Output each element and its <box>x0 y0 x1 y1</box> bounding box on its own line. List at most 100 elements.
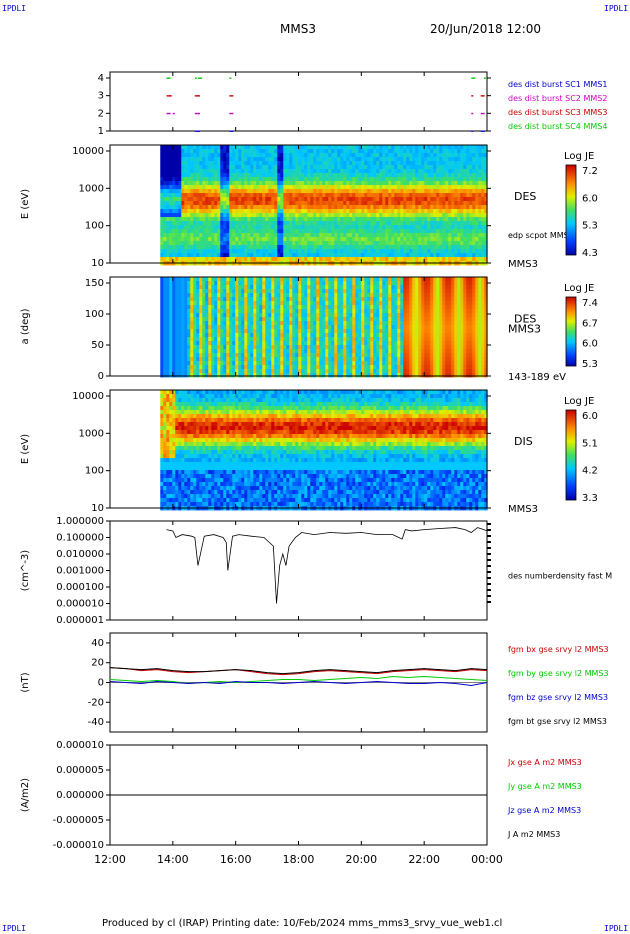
ytick-label-0-3: 1 <box>98 126 104 137</box>
ytick-label-2-1: 100 <box>85 309 104 320</box>
ytick-label-0-1: 3 <box>98 91 104 102</box>
corner-label-bottom-left: IPDLI <box>2 924 27 933</box>
panel-sublabel-des_energy: edp scpot MMS3 <box>508 231 574 240</box>
colorbar-2 <box>565 296 577 367</box>
fgm-ytick-label-4: -40 <box>88 717 104 728</box>
panel-label-des_pitch: DES <box>514 313 536 326</box>
burst-mark-3-1 <box>197 130 200 132</box>
burst-mark-0-3 <box>229 77 232 79</box>
corner-label-bottom-right: IPDLI <box>604 924 629 933</box>
density-ytick-label-2: 0.010000 <box>56 549 104 560</box>
time-tick-label-5: 22:00 <box>408 853 440 866</box>
time-tick-label-0: 12:00 <box>94 853 126 866</box>
y-axis-label-6: (A/m2) <box>20 778 31 812</box>
colorbar-tick-1-1: 6.0 <box>582 193 598 204</box>
time-tick-label-4: 20:00 <box>345 853 377 866</box>
ytick-label-3-2: 100 <box>85 466 104 477</box>
density-ytick-label-3: 0.001000 <box>56 566 104 577</box>
colorbar-tick-2-2: 6.0 <box>582 339 598 350</box>
fgm-series-0 <box>109 667 488 676</box>
y-axis-label-2: a (deg) <box>20 308 31 344</box>
panel-footer-label-dis_energy: MMS3 <box>508 504 538 515</box>
fgm-series-2 <box>109 681 488 686</box>
fgm-legend-0: fgm bx gse srvy l2 MMS3 <box>508 645 609 654</box>
current-ytick-label-4: -0.000010 <box>53 840 104 851</box>
colorbar-tick-1-3: 4.3 <box>582 248 598 259</box>
burst-mark-1-0 <box>166 95 171 97</box>
burst-mark-2-1 <box>172 112 175 115</box>
burst-mark-2-6 <box>480 112 485 115</box>
time-tick-label-1: 14:00 <box>157 853 189 866</box>
density-ytick-label-0: 1.000000 <box>56 516 104 527</box>
colorbar-tick-2-0: 7.4 <box>582 298 598 309</box>
burst-mark-1-6 <box>480 95 485 97</box>
panel-frame-0 <box>109 71 488 132</box>
current-ytick-label-0: 0.000010 <box>56 740 104 751</box>
colorbar-title-3: Log JE <box>564 396 594 407</box>
time-tick-label-3: 18:00 <box>283 853 315 866</box>
footer-credit: Produced by cl (IRAP) Printing date: 10/… <box>102 918 503 929</box>
heatmap-des_pitch <box>160 277 488 378</box>
colorbar-title-1: Log JE <box>564 151 594 162</box>
current-ytick-label-2: 0.000000 <box>56 790 104 801</box>
burst-mark-0-2 <box>197 77 202 79</box>
colorbar-tick-2-1: 6.7 <box>582 318 598 329</box>
burst-mark-1-3 <box>197 95 200 97</box>
ytick-label-2-2: 50 <box>91 340 104 351</box>
density-ytick-label-6: 0.000001 <box>56 615 104 626</box>
ytick-label-1-0: 10000 <box>72 146 104 157</box>
fgm-legend-3: fgm bt gse srvy l2 MMS3 <box>508 717 607 726</box>
colorbar-tick-1-0: 7.2 <box>582 166 598 177</box>
fgm-series-3 <box>109 667 488 675</box>
fgm-ytick-label-1: 20 <box>91 658 104 669</box>
panel-frame-4 <box>109 520 488 621</box>
burst-legend-1: des dist burst SC2 MMS2 <box>508 94 607 103</box>
time-tick-label-6: 00:00 <box>471 853 503 866</box>
density-ytick-label-1: 0.100000 <box>56 533 104 544</box>
burst-mark-3-0 <box>194 130 199 132</box>
fgm-ytick-label-2: 0 <box>98 678 104 689</box>
heatmap-des_energy <box>160 145 488 266</box>
ytick-label-3-0: 10000 <box>72 391 104 402</box>
heatmap-dis_energy <box>160 390 488 511</box>
ytick-label-0-0: 4 <box>98 73 104 84</box>
ytick-label-3-1: 1000 <box>79 428 104 439</box>
colorbar-3 <box>565 409 577 501</box>
date-title: 20/Jun/2018 12:00 <box>430 22 542 36</box>
burst-legend-3: des dist burst SC4 MMS4 <box>508 122 607 131</box>
burst-mark-0-5 <box>483 77 486 79</box>
ytick-label-0-2: 2 <box>98 108 104 119</box>
density-ytick-label-5: 0.000010 <box>56 599 104 610</box>
burst-mark-0-4 <box>471 77 476 79</box>
panel-label-des_energy: DES <box>514 190 536 203</box>
ytick-label-2-3: 0 <box>98 371 104 382</box>
time-tick-label-2: 16:00 <box>220 853 252 866</box>
current-legend-3: J A m2 MMS3 <box>507 830 560 839</box>
ytick-label-2-0: 150 <box>85 278 104 289</box>
panel-footer-label-des_energy: MMS3 <box>508 259 538 270</box>
burst-mark-2-3 <box>197 112 200 115</box>
ytick-label-1-3: 10 <box>91 258 104 269</box>
burst-mark-2-0 <box>166 112 171 115</box>
corner-label-top-right: IPDLI <box>604 4 629 13</box>
mission-title: MMS3 <box>280 22 316 36</box>
burst-mark-1-2 <box>194 95 199 97</box>
colorbar-tick-3-0: 6.0 <box>582 411 598 422</box>
current-legend-0: Jx gse A m2 MMS3 <box>507 758 582 767</box>
density-legend: des numberdensity fast M <box>508 572 612 581</box>
current-legend-1: Jy gse A m2 MMS3 <box>507 782 582 791</box>
colorbar-tick-2-3: 5.3 <box>582 359 598 370</box>
colorbar-tick-1-2: 5.3 <box>582 221 598 232</box>
y-axis-label-1: E (eV) <box>20 189 31 219</box>
burst-legend-0: des dist burst SC1 MMS1 <box>508 80 607 89</box>
burst-mark-1-4 <box>229 95 234 97</box>
fgm-series-1 <box>109 676 488 684</box>
ytick-label-1-2: 100 <box>85 221 104 232</box>
panel-footer-label-des_pitch: 143-189 eV <box>508 372 566 383</box>
colorbar-tick-3-3: 3.3 <box>582 493 598 504</box>
corner-label-top-left: IPDLI <box>2 4 27 13</box>
current-ytick-label-3: -0.000005 <box>53 815 104 826</box>
burst-mark-2-2 <box>194 112 199 115</box>
